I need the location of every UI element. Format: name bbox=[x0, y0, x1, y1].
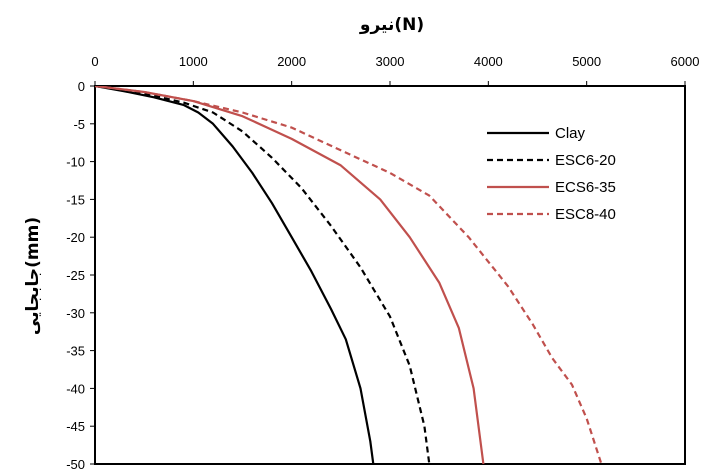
y-tick-label: -50 bbox=[66, 457, 85, 471]
x-tick-label: 4000 bbox=[474, 54, 503, 69]
y-tick-label: -5 bbox=[73, 117, 85, 132]
y-tick-label: -15 bbox=[66, 192, 85, 207]
y-tick-label: -45 bbox=[66, 419, 85, 434]
series-line-clay bbox=[95, 86, 375, 464]
x-tick-label: 0 bbox=[91, 54, 98, 69]
x-tick-label: 3000 bbox=[376, 54, 405, 69]
y-axis-label: جابجایی(mm) bbox=[23, 217, 43, 335]
legend-label: Clay bbox=[555, 125, 586, 142]
series-line-esc8-40 bbox=[95, 86, 603, 464]
y-tick-label: -20 bbox=[66, 230, 85, 245]
x-tick-label: 2000 bbox=[277, 54, 306, 69]
legend-label: ECS6-35 bbox=[555, 179, 616, 196]
x-tick-label: 6000 bbox=[671, 54, 700, 69]
y-tick-label: -30 bbox=[66, 306, 85, 321]
y-axis: 0 -5 -10 -15 -20 -25 -30 -35 -40 -45 -50 bbox=[66, 79, 95, 471]
x-tick-label: 5000 bbox=[572, 54, 601, 69]
y-tick-label: -35 bbox=[66, 344, 85, 359]
y-tick-label: 0 bbox=[78, 79, 85, 94]
chart-title: نیرو(N) bbox=[359, 15, 424, 35]
legend-label: ESC6-20 bbox=[555, 152, 616, 169]
plot-area bbox=[94, 85, 686, 465]
series-line-esc6-20 bbox=[95, 86, 431, 464]
y-tick-label: -10 bbox=[66, 155, 85, 170]
legend: Clay ESC6-20 ECS6-35 ESC8-40 bbox=[487, 125, 616, 223]
x-tick-label: 1000 bbox=[179, 54, 208, 69]
series-group bbox=[95, 86, 603, 464]
x-axis: 0 1000 2000 3000 4000 5000 6000 bbox=[91, 54, 699, 86]
legend-label: ESC8-40 bbox=[555, 206, 616, 223]
y-tick-label: -25 bbox=[66, 268, 85, 283]
y-tick-label: -40 bbox=[66, 381, 85, 396]
